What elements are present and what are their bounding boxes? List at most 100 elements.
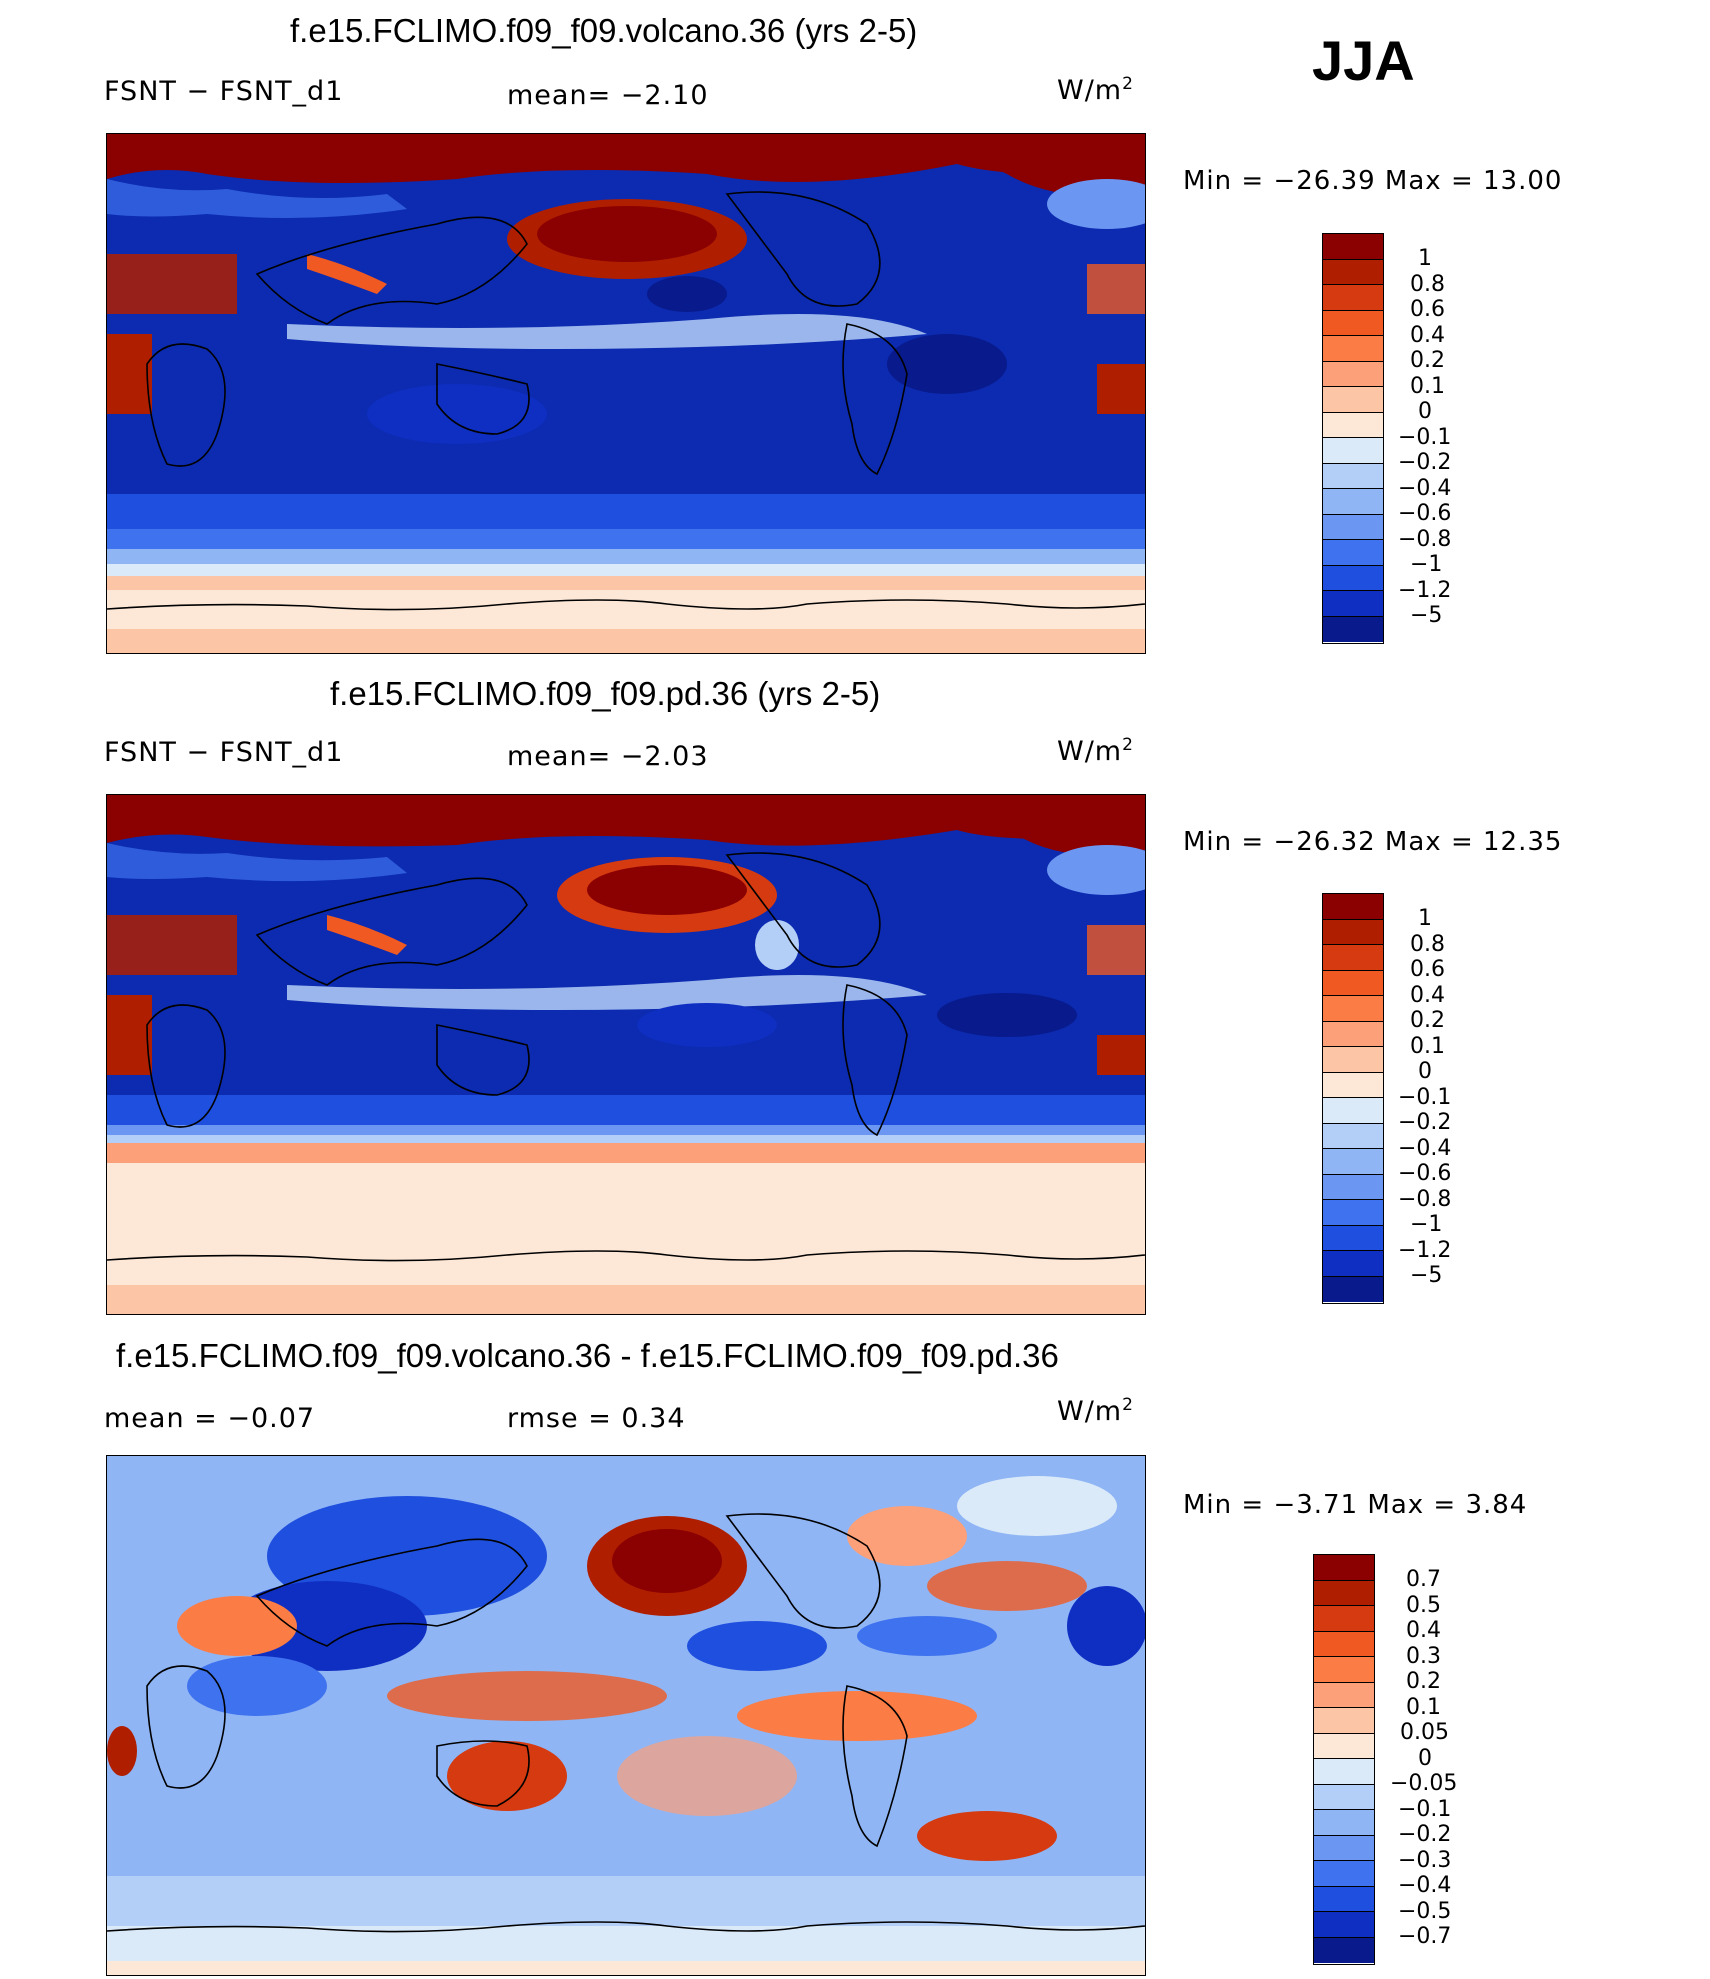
colorbar-cell bbox=[1323, 336, 1383, 362]
panel-1-map-svg bbox=[107, 134, 1145, 653]
colorbar-cell bbox=[1314, 1682, 1374, 1708]
colorbar-cell bbox=[1323, 463, 1383, 489]
colorbar-cell bbox=[1323, 1072, 1383, 1098]
colorbar-cell bbox=[1323, 1251, 1383, 1277]
colorbar-label: −0.4 bbox=[1398, 475, 1452, 501]
colorbar-cell bbox=[1323, 591, 1383, 617]
panel-1-map bbox=[106, 133, 1146, 654]
colorbar-cell bbox=[1314, 1861, 1374, 1887]
colorbar-cell bbox=[1314, 1886, 1374, 1912]
colorbar-cell bbox=[1314, 1784, 1374, 1810]
colorbar-cell bbox=[1314, 1631, 1374, 1657]
colorbar-label: −0.4 bbox=[1398, 1135, 1452, 1161]
colorbar-cell bbox=[1314, 1810, 1374, 1836]
colorbar-label: −0.5 bbox=[1398, 1898, 1452, 1924]
panel-2-map-svg bbox=[107, 795, 1145, 1314]
colorbar-label: 0 bbox=[1418, 1059, 1432, 1084]
colorbar-label: 0.3 bbox=[1406, 1643, 1441, 1669]
colorbar-label: 0.4 bbox=[1406, 1618, 1441, 1643]
colorbar-label: −0.2 bbox=[1398, 1110, 1452, 1135]
colorbar-cell bbox=[1314, 1912, 1374, 1938]
panel-3-minmax: Min = −3.71 Max = 3.84 bbox=[1183, 1490, 1528, 1520]
panel-2-variable-label: FSNT − FSNT_d1 bbox=[104, 737, 344, 768]
colorbar-cell bbox=[1323, 919, 1383, 945]
colorbar-label: 0 bbox=[1418, 1745, 1432, 1771]
colorbar-label: −0.05 bbox=[1390, 1771, 1458, 1796]
colorbar-cell bbox=[1314, 1657, 1374, 1683]
colorbar-label: 0.1 bbox=[1406, 1694, 1441, 1720]
colorbar-cell bbox=[1314, 1733, 1374, 1759]
colorbar-label: 0.5 bbox=[1406, 1592, 1441, 1618]
panel-2-mean-label: mean= −2.03 bbox=[507, 741, 709, 772]
colorbar-label: 1 bbox=[1418, 906, 1432, 931]
colorbar-cell bbox=[1323, 970, 1383, 996]
panel-1-colorbar bbox=[1322, 233, 1384, 644]
colorbar-label: 0.6 bbox=[1410, 957, 1445, 982]
panel-3-colorbar-labels: 0.7 0.5 0.4 0.3 0.2 0.1 0.05 0 −0.05 −0.… bbox=[1390, 1567, 1457, 1950]
colorbar-cell bbox=[1314, 1937, 1374, 1963]
colorbar-cell bbox=[1323, 514, 1383, 540]
colorbar-cell bbox=[1323, 945, 1383, 971]
colorbar-label: −0.1 bbox=[1398, 424, 1452, 450]
colorbar-label: −1 bbox=[1410, 552, 1443, 577]
colorbar-label: −0.8 bbox=[1398, 526, 1452, 552]
colorbar-label: −0.2 bbox=[1398, 450, 1452, 475]
panel-1-colorbar-labels: 1 0.8 0.6 0.4 0.2 0.1 0 −0.1 −0.2 −0.4 −… bbox=[1398, 246, 1451, 629]
colorbar-label: −0.1 bbox=[1398, 1084, 1452, 1110]
colorbar-cell bbox=[1323, 412, 1383, 438]
panel-2-units: W/m2 bbox=[1057, 735, 1134, 767]
panel-2-map bbox=[106, 794, 1146, 1315]
colorbar-label: −0.8 bbox=[1398, 1186, 1452, 1212]
colorbar-cell bbox=[1314, 1580, 1374, 1606]
colorbar-cell bbox=[1323, 1225, 1383, 1251]
colorbar-label: −5 bbox=[1410, 603, 1443, 628]
panel-1-mean-label: mean= −2.10 bbox=[507, 80, 709, 111]
colorbar-cell bbox=[1314, 1835, 1374, 1861]
colorbar-label: −0.2 bbox=[1398, 1822, 1452, 1847]
colorbar-label: 0.7 bbox=[1406, 1567, 1441, 1592]
colorbar-cell bbox=[1323, 616, 1383, 642]
colorbar-cell bbox=[1323, 540, 1383, 566]
colorbar-cell bbox=[1314, 1555, 1374, 1581]
colorbar-label: 0.1 bbox=[1410, 373, 1445, 399]
colorbar-cell bbox=[1323, 310, 1383, 336]
colorbar-label: −1.2 bbox=[1398, 1237, 1452, 1263]
panel-1-units: W/m2 bbox=[1057, 74, 1134, 106]
colorbar-label: 0.2 bbox=[1410, 1008, 1445, 1033]
panel-1-title: f.e15.FCLIMO.f09_f09.volcano.36 (yrs 2-5… bbox=[290, 12, 918, 49]
colorbar-cell bbox=[1323, 894, 1383, 920]
colorbar-cell bbox=[1323, 259, 1383, 285]
season-label: JJA bbox=[1312, 29, 1415, 92]
panel-1-minmax: Min = −26.39 Max = 13.00 bbox=[1183, 166, 1563, 196]
colorbar-cell bbox=[1323, 1200, 1383, 1226]
panel-2-colorbar bbox=[1322, 893, 1384, 1304]
colorbar-label: 0 bbox=[1418, 399, 1432, 424]
colorbar-label: −0.4 bbox=[1398, 1873, 1452, 1898]
colorbar-label: 0.8 bbox=[1410, 931, 1445, 957]
panel-3-units: W/m2 bbox=[1057, 1395, 1134, 1427]
colorbar-cell bbox=[1314, 1759, 1374, 1785]
colorbar-label: −0.7 bbox=[1398, 1924, 1452, 1949]
colorbar-cell bbox=[1323, 1047, 1383, 1073]
colorbar-cell bbox=[1323, 361, 1383, 387]
panel-3-colorbar bbox=[1313, 1554, 1375, 1965]
colorbar-cell bbox=[1323, 1276, 1383, 1302]
colorbar-label: 0.4 bbox=[1410, 982, 1445, 1008]
colorbar-label: −5 bbox=[1410, 1263, 1443, 1288]
panel-2-title: f.e15.FCLIMO.f09_f09.pd.36 (yrs 2-5) bbox=[330, 675, 881, 712]
colorbar-cell bbox=[1323, 234, 1383, 260]
colorbar-label: −0.6 bbox=[1398, 501, 1452, 526]
panel-3-map-svg bbox=[107, 1456, 1145, 1975]
colorbar-label: 0.6 bbox=[1410, 297, 1445, 322]
colorbar-label: −1 bbox=[1410, 1212, 1443, 1237]
colorbar-label: 0.4 bbox=[1410, 322, 1445, 348]
colorbar-label: −0.1 bbox=[1398, 1796, 1452, 1822]
panel-3-title: f.e15.FCLIMO.f09_f09.volcano.36 - f.e15.… bbox=[116, 1337, 1059, 1374]
colorbar-cell bbox=[1323, 1149, 1383, 1175]
panel-2-colorbar-labels: 1 0.8 0.6 0.4 0.2 0.1 0 −0.1 −0.2 −0.4 −… bbox=[1398, 906, 1451, 1289]
panel-3-rmse-label: rmse = 0.34 bbox=[507, 1403, 686, 1434]
colorbar-label: −0.3 bbox=[1398, 1847, 1452, 1873]
colorbar-cell bbox=[1314, 1606, 1374, 1632]
colorbar-cell bbox=[1323, 438, 1383, 464]
colorbar-label: 0.2 bbox=[1410, 348, 1445, 373]
